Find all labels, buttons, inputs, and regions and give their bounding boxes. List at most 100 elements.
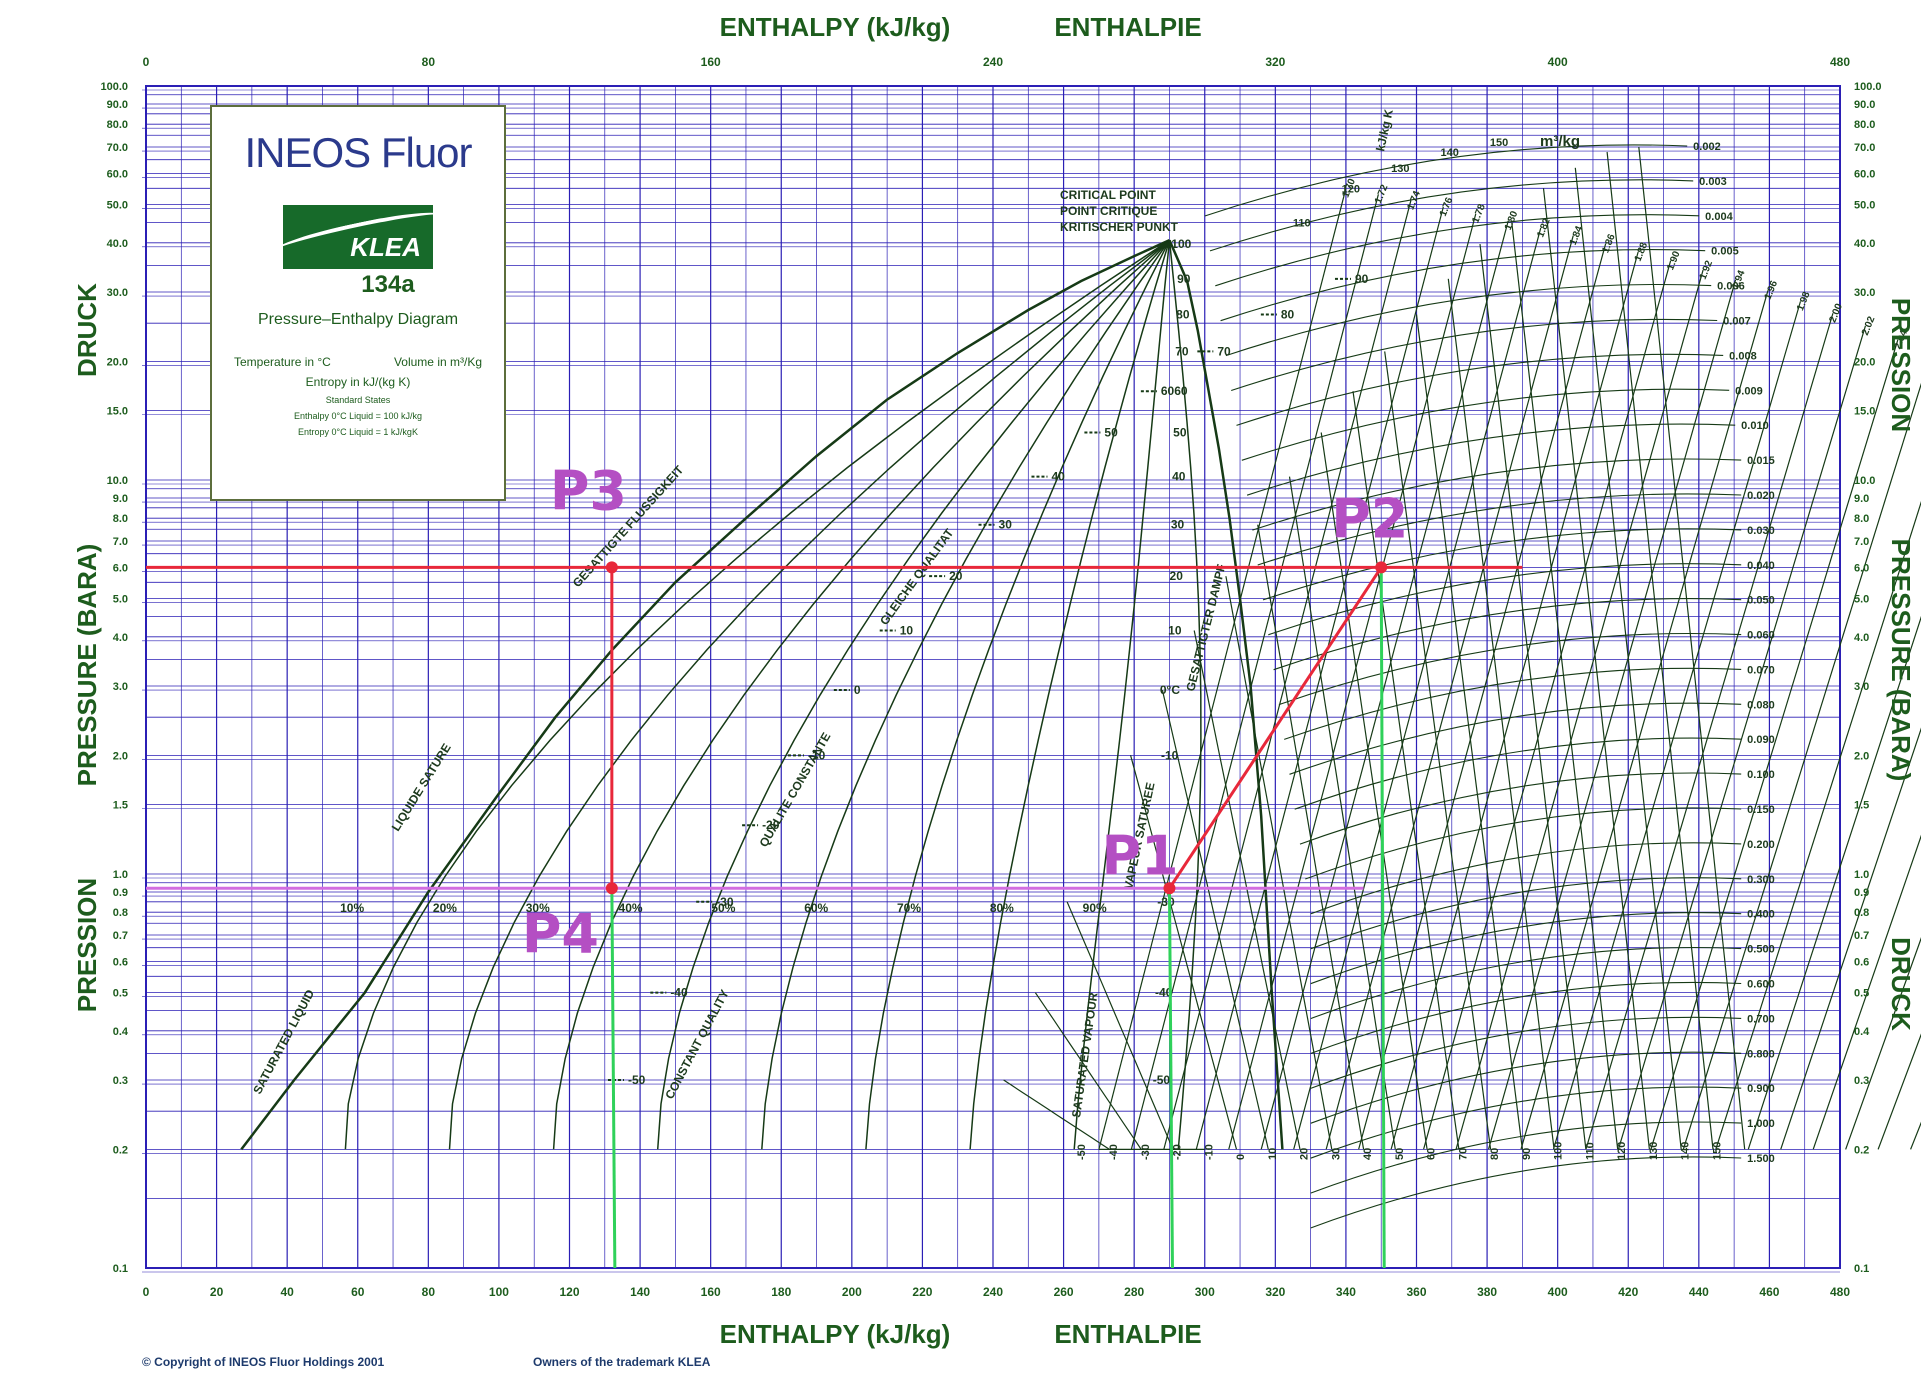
y-tick-label-left: 90.0 xyxy=(107,99,128,111)
isotherm-line xyxy=(1352,391,1460,1150)
x-tick-label-top: 160 xyxy=(701,55,721,69)
isochore-line xyxy=(1204,144,1688,217)
sat-vapour-temp-label: 100 xyxy=(1171,237,1191,251)
isochore-line xyxy=(1305,807,1742,880)
sat-vapour-temp-label: 40 xyxy=(1172,470,1186,484)
y-tick-label-right: 0.8 xyxy=(1854,907,1869,919)
enthalpy-marker-line xyxy=(610,888,617,1269)
isentrope-line xyxy=(1260,220,1509,1150)
volume-unit-label: m³/kg xyxy=(1540,133,1580,150)
quality-line xyxy=(865,239,1171,1150)
specific-volume-label: 0.030 xyxy=(1747,525,1775,537)
x-tick-label-bottom: 480 xyxy=(1830,1285,1850,1299)
isochore-line xyxy=(1278,632,1742,706)
sat-liquid-temp-label: 0 xyxy=(854,683,861,697)
y-tick-label-left: 0.2 xyxy=(113,1144,128,1156)
sat-vapour-temp-label: 10 xyxy=(1168,623,1182,637)
volume-unit: Volume in m³/Kg xyxy=(393,355,482,369)
x-tick-label-bottom: 420 xyxy=(1618,1285,1638,1299)
y-tick-label-right: 3.0 xyxy=(1854,681,1869,693)
y-tick-label-left: 8.0 xyxy=(113,513,128,525)
x-tick-label-bottom: 400 xyxy=(1548,1285,1568,1299)
high-temp-label: 120 xyxy=(1342,183,1360,195)
isochore-line xyxy=(1246,423,1736,496)
y-tick-label-right: 5.0 xyxy=(1854,594,1869,606)
diagram-legend: INEOS Fluor KLEA 134a Pressure–Enthalpy … xyxy=(210,105,506,501)
quality-label: 90% xyxy=(1083,901,1107,915)
y-tick-label-right: 0.1 xyxy=(1854,1263,1869,1275)
x-tick-label-bottom: 220 xyxy=(912,1285,932,1299)
x-tick-label-bottom: 0 xyxy=(143,1285,150,1299)
isotherm-line xyxy=(1288,476,1396,1150)
isentrope-line xyxy=(1585,313,1834,1150)
isochore-line xyxy=(1241,388,1730,461)
x-tick-label-top: 240 xyxy=(983,55,1003,69)
isotherm-line xyxy=(1066,901,1174,1150)
y-tick-label-right: 0.4 xyxy=(1854,1026,1870,1038)
sat-vapour-temp-label: -10 xyxy=(1161,748,1179,762)
high-temp-label: 130 xyxy=(1391,163,1409,175)
x-tick-label-bottom: 260 xyxy=(1054,1285,1074,1299)
bottom-temperature-label: 0 xyxy=(1235,1154,1247,1160)
isentrope-line xyxy=(1358,243,1607,1150)
isotherm-line xyxy=(1034,992,1142,1150)
bottom-temperature-label: 150 xyxy=(1712,1142,1724,1160)
y-tick-label-right: 0.2 xyxy=(1854,1144,1869,1156)
klea-logo: KLEA xyxy=(272,205,444,269)
isotherm-line xyxy=(1225,576,1333,1150)
specific-volume-label: 0.100 xyxy=(1747,769,1775,781)
x-tick-label-top: 80 xyxy=(422,55,436,69)
sat-vapour-temp-label: 30 xyxy=(1171,518,1185,532)
x-tick-label-top: 480 xyxy=(1830,55,1850,69)
isochore-line xyxy=(1289,702,1742,775)
y-tick-label-left: 0.1 xyxy=(113,1263,128,1275)
y-tick-label-right: 90.0 xyxy=(1854,99,1875,111)
isotherm-line xyxy=(1161,689,1269,1150)
isochore-line xyxy=(1310,877,1742,950)
isentrope-line xyxy=(1293,227,1542,1150)
bottom-temperature-label: 120 xyxy=(1616,1142,1628,1160)
isotherm-line xyxy=(1479,244,1587,1150)
y-tick-label-left: 50.0 xyxy=(107,200,128,212)
sat-vapour-temp-label: 50 xyxy=(1173,425,1187,439)
specific-volume-label: 0.003 xyxy=(1699,176,1727,188)
specific-volume-label: 0.600 xyxy=(1747,979,1775,991)
bottom-temperature-label: -50 xyxy=(1076,1144,1088,1160)
isentrope-line xyxy=(1098,188,1347,1150)
quality-label: 50% xyxy=(711,901,735,915)
sat-vapour-temp-label: -30 xyxy=(1157,895,1175,909)
y-tick-label-left: 1.5 xyxy=(113,800,128,812)
sat-liquid-temp-label: -40 xyxy=(670,986,688,1000)
cycle-point-label-p1: P1 xyxy=(1101,824,1178,887)
isotherm-line xyxy=(1320,432,1428,1150)
sat-liquid-temp-label: 10 xyxy=(900,623,914,637)
specific-volume-label: 0.060 xyxy=(1747,630,1775,642)
y-tick-label-right: 6.0 xyxy=(1854,562,1869,574)
isentrope-line xyxy=(1163,200,1412,1150)
x-tick-label-bottom: 280 xyxy=(1124,1285,1144,1299)
specific-volume-label: 0.006 xyxy=(1717,281,1745,293)
sat-liquid-temp-label: -50 xyxy=(628,1073,646,1087)
cycle-point-label-p4: P4 xyxy=(522,902,599,965)
y-tick-label-left: 4.0 xyxy=(113,632,128,644)
legend-title: Pressure–Enthalpy Diagram xyxy=(257,311,459,328)
y-tick-label-right: 7.0 xyxy=(1854,536,1869,548)
y-tick-label-left: 3.0 xyxy=(113,681,128,693)
isochore-line xyxy=(1252,458,1742,531)
enthalpy-reference: Enthalpy 0°C Liquid = 100 kJ/kg xyxy=(294,411,422,421)
y-tick-label-left: 0.7 xyxy=(113,930,128,942)
y-tick-label-left: 10.0 xyxy=(107,475,128,487)
specific-volume-label: 0.400 xyxy=(1747,909,1775,921)
sat-liquid-temp-label: -20 xyxy=(762,818,780,832)
isochore-line xyxy=(1310,981,1742,1055)
quality-label: 70% xyxy=(897,901,921,915)
quality-line xyxy=(1168,240,1202,1150)
x-tick-label-bottom: 80 xyxy=(422,1285,436,1299)
isochore-line xyxy=(1231,318,1718,392)
y-tick-label-right: 1.0 xyxy=(1854,869,1869,881)
y-tick-label-left: 2.0 xyxy=(113,750,128,762)
isotherm-line xyxy=(1415,314,1523,1150)
specific-volume-label: 0.009 xyxy=(1735,385,1763,397)
sat-liquid-temp-label: 20 xyxy=(949,569,963,583)
isotherm-line xyxy=(1511,222,1619,1150)
